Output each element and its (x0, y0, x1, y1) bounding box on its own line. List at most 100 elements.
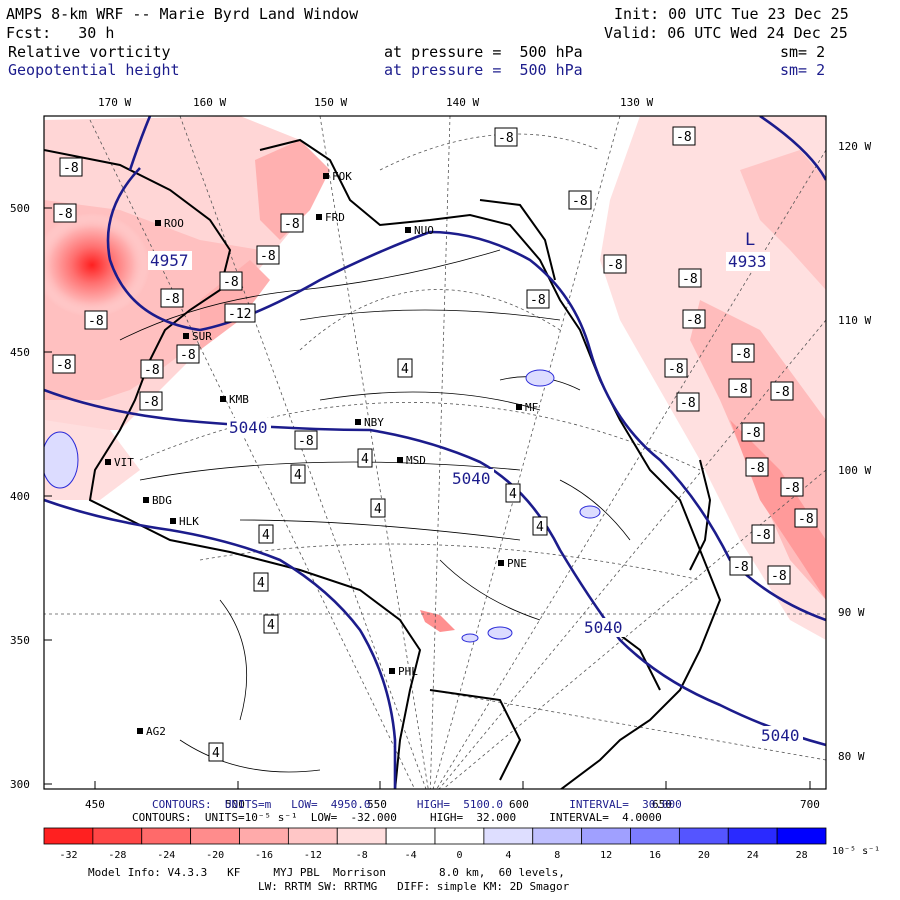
station-marker (516, 404, 522, 410)
lon-label-right: 90 W (838, 606, 865, 619)
station-marker (220, 396, 226, 402)
neg-vorticity-blob (420, 610, 455, 632)
contour-label: -8 (686, 313, 702, 328)
colorbar: -32 -28 -24 -20 -16 -12 -8 -4 0 4 8 12 16 20 24 28 10⁻⁵… (43, 827, 880, 861)
neg-vorticity-band-east2 (740, 150, 826, 290)
contour-label-box (176, 344, 200, 364)
colorbar-cell (727, 827, 778, 845)
contour-label: 4 (509, 487, 517, 502)
station-label: AG2 (146, 725, 166, 738)
colorbar-tick-label: -20 (206, 850, 224, 861)
station-label: FRD (325, 211, 345, 224)
height-label: 4933 (728, 252, 767, 271)
lon-label-top: 140 W (446, 96, 479, 109)
colorbar-cell (43, 827, 94, 845)
x-tick-label: 450 (85, 798, 105, 811)
contour-label-box (603, 254, 627, 274)
station-marker (397, 457, 403, 463)
contour-label: 4 (212, 746, 220, 761)
contour-label: -8 (749, 461, 765, 476)
contour-label: -8 (668, 362, 684, 377)
contour-label-box (751, 524, 775, 544)
lon-label-right: 110 W (838, 314, 871, 327)
station-marker (155, 220, 161, 226)
station-label: VIT (114, 456, 134, 469)
contour-label-box (59, 157, 83, 177)
lon-label-right: 120 W (838, 140, 871, 153)
contour-label: -8 (680, 396, 696, 411)
height-label-bg (148, 251, 192, 270)
contour-label: -8 (784, 481, 800, 496)
contour-label-box (767, 565, 791, 585)
contour-label: -8 (735, 347, 751, 362)
height-label-bg (759, 726, 803, 745)
colorbar-tick-label: -16 (255, 850, 273, 861)
contour-label-box (290, 464, 306, 484)
station-label: KMB (229, 393, 249, 406)
contour-label: -8 (498, 131, 514, 146)
y-tick-label: 350 (10, 634, 30, 647)
colorbar-tick-label: -12 (304, 850, 322, 861)
height-label: 5040 (584, 618, 623, 637)
contour-label: -8 (572, 194, 588, 209)
contour-label-box (682, 309, 706, 329)
field1-name: Relative vorticity (8, 43, 171, 61)
contour-label: 4 (294, 468, 302, 483)
colorbar-tick-label: 16 (649, 850, 661, 861)
init-time: Init: 00 UTC Tue 23 Dec 25 (614, 5, 849, 23)
station-marker (143, 497, 149, 503)
lon-label-top: 150 W (314, 96, 347, 109)
contour-label-box (139, 391, 163, 411)
map-title: AMPS 8-km WRF -- Marie Byrd Land Window (6, 5, 359, 23)
station-label: NUO (414, 224, 434, 237)
contour-label: -8 (284, 217, 300, 232)
height-contour-north (128, 116, 152, 171)
height-label: 5040 (761, 726, 800, 745)
contour-label-box (219, 271, 243, 291)
contour-label: -8 (56, 358, 72, 373)
field1-smoothing: sm= 2 (780, 43, 826, 61)
contour-label: -8 (682, 272, 698, 287)
contour-label-box (568, 190, 592, 210)
neg-vorticity-band-north (255, 140, 330, 240)
valid-time: Valid: 06 UTC Wed 24 Dec 25 (604, 24, 848, 42)
contour-label: 4 (401, 362, 409, 377)
height-label-bg (582, 618, 626, 637)
y-tick-label: 450 (10, 346, 30, 359)
station-marker (389, 668, 395, 674)
contour-label-box (258, 524, 274, 544)
contour-label-box (53, 203, 77, 223)
height-label: 4957 (150, 251, 189, 270)
contour-label: -8 (745, 426, 761, 441)
field1-level: at pressure = 500 hPa (384, 43, 583, 61)
station-label: FOK (332, 170, 352, 183)
contour-label: -8 (298, 434, 314, 449)
contour-label-box (397, 358, 413, 378)
lon-label-top: 160 W (193, 96, 226, 109)
contour-label-box (729, 556, 753, 576)
lon-label-right: 100 W (838, 464, 871, 477)
contour-label-box (294, 430, 318, 450)
height-label-bg (726, 252, 770, 271)
contour-label-box (770, 381, 794, 401)
contour-label-box (731, 343, 755, 363)
colorbar-tick-label: 12 (600, 850, 612, 861)
contour-label: -8 (143, 395, 159, 410)
contour-label-box (224, 303, 256, 323)
contour-label: 4 (257, 576, 265, 591)
station-marker (405, 227, 411, 233)
contour-label: -8 (180, 348, 196, 363)
colorbar-tick-label: 0 (456, 850, 462, 861)
colorbar-tick-label: 4 (505, 850, 511, 861)
height-contour-4957 (106, 167, 826, 622)
height-label: 5040 (229, 418, 268, 437)
contour-label-box (370, 498, 386, 518)
contour-label-box (494, 127, 518, 147)
height-contour-info: CONTOURS: UNITS=m LOW= 4950.0 HIGH= 5100… (152, 798, 682, 811)
colorbar-cell (434, 827, 485, 845)
colorbar-cell (630, 827, 680, 845)
contour-label: -8 (88, 314, 104, 329)
station-label: PHL (398, 665, 418, 678)
contour-label-box (672, 126, 696, 146)
